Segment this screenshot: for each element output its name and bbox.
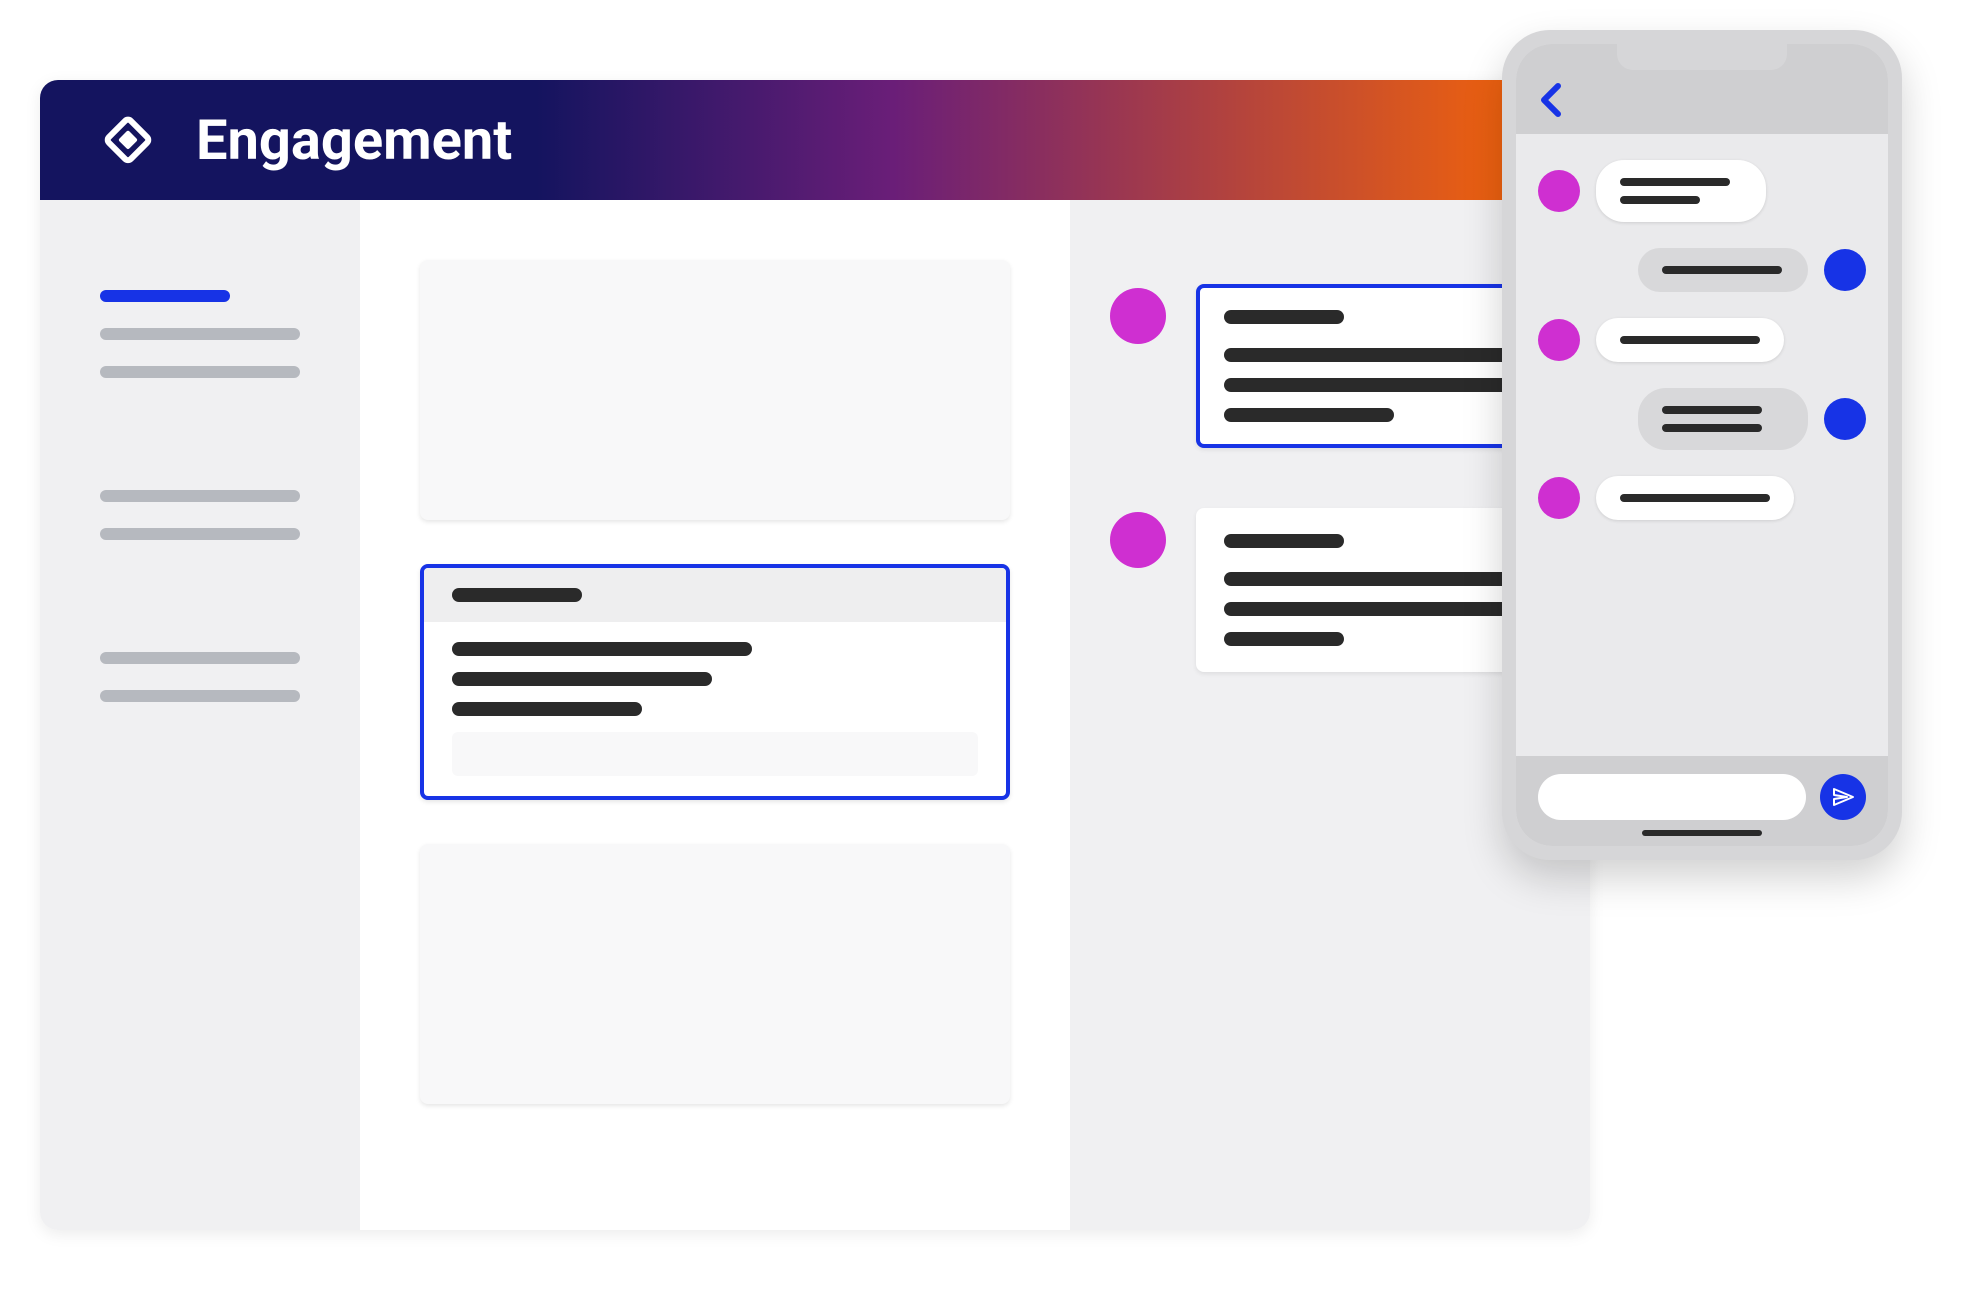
phone-notch bbox=[1617, 44, 1787, 70]
dashboard-body bbox=[40, 200, 1590, 1230]
nav-item[interactable] bbox=[100, 290, 230, 302]
chat-bubble bbox=[1638, 388, 1808, 450]
phone-mockup bbox=[1502, 30, 1902, 860]
back-icon[interactable] bbox=[1538, 82, 1564, 118]
nav-item[interactable] bbox=[100, 652, 300, 664]
logo-icon bbox=[100, 112, 156, 168]
nav-item[interactable] bbox=[100, 528, 300, 540]
chat-message bbox=[1538, 476, 1866, 520]
feed-item[interactable] bbox=[1110, 508, 1550, 672]
dashboard-window: Engagement bbox=[40, 80, 1590, 1230]
page-title: Engagement bbox=[196, 107, 512, 173]
chat-avatar bbox=[1824, 249, 1866, 291]
chat-message bbox=[1538, 388, 1866, 450]
nav-item[interactable] bbox=[100, 366, 300, 378]
feed-item[interactable] bbox=[1110, 284, 1550, 448]
chat-message bbox=[1538, 318, 1866, 362]
chat-avatar bbox=[1824, 398, 1866, 440]
nav-item[interactable] bbox=[100, 328, 300, 340]
home-indicator bbox=[1642, 830, 1762, 836]
send-button[interactable] bbox=[1820, 774, 1866, 820]
chat-message bbox=[1538, 160, 1866, 222]
card-input[interactable] bbox=[452, 732, 978, 776]
feed-avatar bbox=[1110, 288, 1166, 344]
content-card[interactable] bbox=[420, 844, 1010, 1104]
chat-messages bbox=[1516, 134, 1888, 756]
card-header bbox=[424, 568, 1006, 622]
chat-avatar bbox=[1538, 170, 1580, 212]
nav-item[interactable] bbox=[100, 490, 300, 502]
feed-avatar bbox=[1110, 512, 1166, 568]
sidebar-nav bbox=[40, 200, 360, 1230]
message-input[interactable] bbox=[1538, 774, 1806, 820]
dashboard-header: Engagement bbox=[40, 80, 1590, 200]
feed-card bbox=[1196, 508, 1552, 672]
phone-screen bbox=[1516, 44, 1888, 846]
content-column bbox=[360, 200, 1070, 1230]
content-card[interactable] bbox=[420, 260, 1010, 520]
chat-message bbox=[1538, 248, 1866, 292]
nav-item[interactable] bbox=[100, 690, 300, 702]
chat-bubble bbox=[1596, 318, 1784, 362]
chat-bubble bbox=[1638, 248, 1808, 292]
chat-avatar bbox=[1538, 319, 1580, 361]
content-card[interactable] bbox=[420, 564, 1010, 800]
chat-bubble bbox=[1596, 476, 1794, 520]
chat-avatar bbox=[1538, 477, 1580, 519]
chat-bubble bbox=[1596, 160, 1766, 222]
